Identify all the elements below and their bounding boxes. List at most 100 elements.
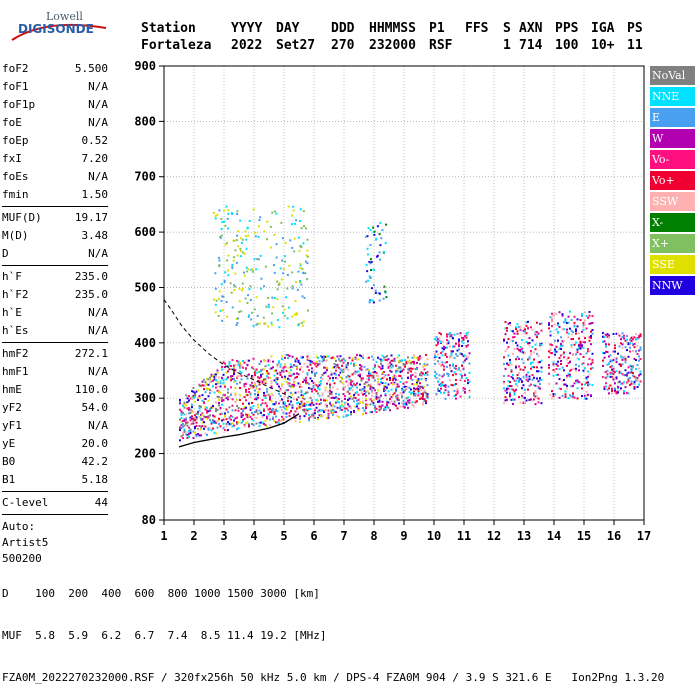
echo-point	[407, 401, 409, 404]
echo-point	[306, 238, 309, 241]
echo-point	[389, 369, 391, 372]
echo-point	[365, 381, 367, 384]
echo-point	[512, 352, 514, 355]
echo-point	[332, 413, 334, 416]
echo-point	[312, 381, 315, 384]
echo-point	[379, 258, 382, 261]
echo-point	[444, 389, 447, 392]
echo-point	[506, 341, 508, 344]
echo-point	[416, 394, 418, 397]
echo-point	[626, 349, 628, 352]
echo-point	[249, 408, 252, 411]
echo-point	[267, 303, 270, 306]
echo-point	[272, 366, 274, 369]
echo-point	[551, 317, 553, 320]
echo-point	[257, 392, 259, 395]
echo-point	[365, 390, 367, 393]
echo-point	[534, 391, 537, 394]
echo-point	[396, 369, 399, 372]
echo-point	[367, 279, 370, 282]
echo-point	[510, 375, 513, 378]
echo-point	[626, 335, 628, 338]
echo-point	[305, 379, 307, 382]
echo-point	[261, 399, 264, 402]
echo-point	[284, 365, 286, 368]
echo-point	[525, 332, 528, 335]
echo-point	[387, 401, 390, 404]
echo-point	[231, 378, 234, 381]
echo-point	[230, 418, 232, 421]
echo-point	[189, 408, 192, 411]
echo-point	[321, 360, 324, 363]
echo-point	[255, 296, 258, 299]
echo-point	[590, 367, 592, 370]
echo-point	[504, 333, 507, 336]
echo-point	[222, 373, 225, 376]
echo-point	[572, 394, 574, 397]
param-row: h`E N/A	[2, 304, 108, 322]
echo-point	[549, 343, 552, 346]
echo-point	[239, 386, 241, 389]
echo-point	[288, 371, 291, 374]
echo-point	[540, 342, 543, 345]
echo-point	[539, 383, 541, 386]
echo-point	[507, 338, 510, 341]
echo-point	[281, 419, 283, 422]
echo-point	[261, 380, 264, 383]
echo-point	[458, 340, 460, 343]
echo-point	[510, 369, 513, 372]
echo-point	[579, 344, 582, 347]
echo-point	[219, 385, 222, 388]
echo-point	[219, 381, 222, 384]
echo-point	[590, 336, 592, 339]
echo-point	[425, 364, 427, 367]
echo-point	[247, 315, 250, 318]
echo-point	[509, 385, 511, 388]
echo-point	[308, 414, 310, 417]
echo-point	[260, 374, 262, 377]
echo-point	[552, 363, 555, 366]
echo-point	[294, 358, 297, 361]
echo-point	[300, 227, 303, 230]
echo-point	[362, 377, 364, 380]
echo-point	[383, 285, 386, 288]
echo-point	[221, 221, 224, 224]
echo-point	[410, 362, 412, 365]
echo-point	[201, 413, 204, 416]
echo-point	[510, 363, 513, 366]
echo-point	[563, 369, 565, 372]
echo-point	[512, 336, 514, 339]
echo-point	[603, 336, 606, 339]
echo-point	[284, 363, 286, 366]
echo-point	[425, 391, 427, 394]
echo-point	[266, 425, 268, 428]
echo-point	[273, 271, 276, 274]
echo-point	[359, 388, 361, 391]
echo-point	[638, 349, 640, 352]
echo-point	[390, 370, 393, 373]
echo-point	[370, 287, 373, 290]
echo-point	[407, 376, 409, 379]
echo-point	[368, 384, 370, 387]
echo-point	[551, 397, 553, 400]
echo-point	[206, 417, 208, 420]
echo-point	[236, 212, 239, 215]
echo-point	[234, 409, 237, 412]
echo-point	[266, 220, 269, 223]
echo-point	[333, 357, 336, 360]
echo-point	[382, 297, 385, 300]
echo-point	[548, 350, 550, 353]
echo-point	[257, 393, 259, 396]
echo-point	[266, 372, 268, 375]
echo-point	[342, 405, 345, 408]
echo-point	[185, 413, 187, 416]
echo-point	[575, 379, 577, 382]
header-day-label: DAY	[276, 21, 300, 36]
echo-point	[251, 270, 254, 273]
echo-point	[273, 420, 276, 423]
echo-point	[633, 346, 636, 349]
echo-point	[464, 359, 466, 362]
echo-point	[635, 333, 637, 336]
echo-point	[218, 297, 221, 300]
echo-point	[458, 368, 460, 371]
